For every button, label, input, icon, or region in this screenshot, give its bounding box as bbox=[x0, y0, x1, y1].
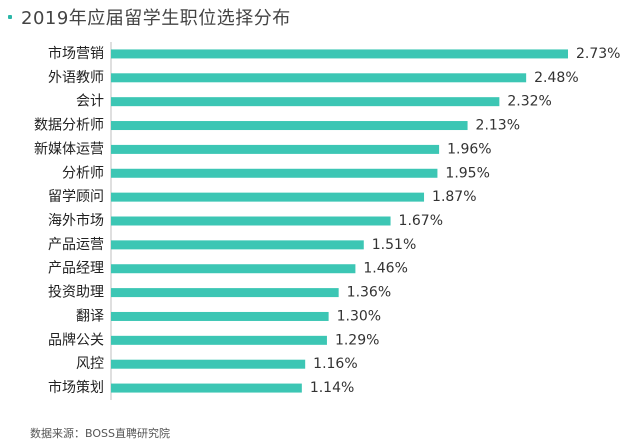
category-label: 会计 bbox=[76, 94, 104, 110]
value-label: 1.95% bbox=[445, 165, 489, 181]
bar bbox=[111, 73, 527, 83]
bar bbox=[111, 264, 356, 274]
value-label: 1.51% bbox=[372, 237, 416, 253]
value-label: 1.30% bbox=[337, 308, 381, 324]
category-label: 投资助理 bbox=[48, 285, 104, 301]
bar bbox=[111, 168, 438, 178]
bar bbox=[111, 335, 327, 345]
value-label: 1.87% bbox=[432, 189, 476, 205]
bar bbox=[111, 97, 500, 107]
category-label: 产品运营 bbox=[48, 237, 104, 253]
bar bbox=[111, 311, 329, 321]
chart-title: 2019年应届留学生职位选择分布 bbox=[21, 8, 291, 29]
category-label: 新媒体运营 bbox=[34, 141, 104, 157]
bar bbox=[111, 216, 391, 226]
category-label: 外语教师 bbox=[48, 70, 104, 86]
value-label: 1.16% bbox=[313, 356, 357, 372]
category-label: 海外市场 bbox=[48, 212, 104, 229]
value-label: 2.13% bbox=[476, 118, 520, 134]
category-label: 风控 bbox=[76, 356, 104, 372]
bar bbox=[111, 121, 468, 131]
title-bullet bbox=[8, 15, 12, 19]
category-label: 市场营销 bbox=[48, 45, 104, 62]
bar bbox=[111, 240, 364, 250]
value-label: 2.73% bbox=[576, 46, 620, 62]
value-label: 1.96% bbox=[447, 141, 491, 157]
category-label: 品牌公关 bbox=[48, 331, 104, 348]
bar bbox=[111, 192, 425, 202]
bar bbox=[111, 144, 440, 154]
category-label: 市场策划 bbox=[48, 379, 104, 396]
category-label: 翻译 bbox=[76, 308, 104, 324]
bar bbox=[111, 383, 302, 393]
category-label: 数据分析师 bbox=[34, 118, 104, 134]
category-label: 产品经理 bbox=[48, 261, 104, 277]
value-label: 1.46% bbox=[363, 261, 407, 277]
title-row: 2019年应届留学生职位选择分布 bbox=[8, 4, 291, 30]
value-label: 1.14% bbox=[310, 380, 354, 396]
value-label: 1.67% bbox=[399, 213, 443, 229]
value-label: 2.48% bbox=[534, 70, 578, 86]
bar bbox=[111, 359, 306, 369]
value-label: 1.36% bbox=[347, 285, 391, 301]
category-label: 留学顾问 bbox=[48, 189, 104, 205]
value-label: 2.32% bbox=[507, 94, 551, 110]
bar bbox=[111, 288, 339, 298]
data-source: 数据来源：BOSS直聘研究院 bbox=[30, 427, 170, 440]
category-label: 分析师 bbox=[62, 165, 104, 181]
value-label: 1.29% bbox=[335, 332, 379, 348]
bar bbox=[111, 49, 568, 59]
